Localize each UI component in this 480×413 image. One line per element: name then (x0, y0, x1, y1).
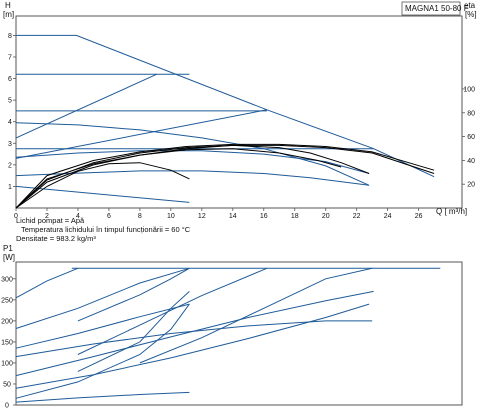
liquid-info: Lichid pompat = Apă Temperatura lichidul… (16, 216, 191, 243)
y-tick-label: 5 (8, 98, 12, 105)
efficiency-curve (15, 162, 190, 209)
power-y-tick-label: 200 (1, 318, 13, 325)
power-y-tick-label: 250 (1, 297, 13, 304)
power-y-tick-label: 50 (3, 381, 11, 388)
y-tick-label: 2 (8, 162, 12, 169)
efficiency-curve (15, 144, 370, 209)
power-curve (15, 303, 190, 399)
x-tick-label: 16 (260, 213, 268, 220)
power-axis-unit: [W] (3, 253, 15, 262)
y-tick-label: 7 (8, 54, 12, 61)
x-tick-label: 18 (291, 213, 299, 220)
eta-tick-label: 80 (467, 110, 475, 117)
x-tick-label: 22 (353, 213, 361, 220)
power-curve (77, 267, 190, 322)
temperature-line: Temperatura lichidului în timpul funcțio… (21, 225, 191, 234)
y-tick-label: 4 (8, 119, 12, 126)
power-y-tick-label: 300 (1, 276, 13, 283)
pump-curve (16, 34, 435, 178)
eta-tick-label: 20 (467, 182, 475, 189)
x-tick-label: 6 (107, 213, 111, 220)
power-y-tick-label: 100 (1, 360, 13, 367)
x-tick-label: 2 (45, 213, 49, 220)
head-chart: H [m] eta [%] MAGNA1 50-80 F Q [ m³/h] 0… (3, 1, 477, 220)
eta-axis-unit: [%] (465, 10, 477, 19)
x-tick-label: 24 (384, 213, 392, 220)
model-label: MAGNA1 50-80 F (405, 4, 469, 13)
head-axis-title: H (5, 1, 11, 10)
power-curve (15, 267, 190, 329)
x-tick-label: 10 (167, 213, 175, 220)
power-y-tick-label: 0 (5, 403, 9, 410)
power-curve (15, 267, 79, 299)
pump-curve (15, 170, 370, 186)
power-curve (77, 291, 190, 372)
eta-tick-label: 60 (467, 134, 475, 141)
y-tick-label: 8 (8, 33, 12, 40)
x-tick-label: 4 (76, 213, 80, 220)
y-tick-label: 1 (8, 184, 12, 191)
power-curve (15, 391, 190, 403)
efficiency-curve (15, 148, 342, 209)
pump-curve (15, 150, 370, 174)
density-line: Densitate = 983.2 kg/m³ (16, 234, 96, 243)
efficiency-curve (15, 143, 435, 209)
pump-curve (15, 73, 158, 139)
power-curve (15, 303, 370, 389)
x-tick-label: 0 (14, 213, 18, 220)
power-curve (139, 267, 373, 364)
y-tick-label: 6 (8, 76, 12, 83)
power-curve (15, 290, 374, 377)
x-tick-label: 14 (229, 213, 237, 220)
x-tick-label: 26 (415, 213, 423, 220)
eta-tick-label: 40 (467, 158, 475, 165)
power-curve (15, 320, 373, 358)
power-chart-frame (15, 261, 463, 406)
eta-tick-label: 100 (463, 86, 475, 93)
eta-axis-title: eta (464, 1, 476, 10)
efficiency-curve (15, 144, 435, 209)
pump-curve (15, 185, 190, 203)
power-chart: P1 [W] 0 50 100 150 200 250 300 (1, 244, 463, 410)
x-tick-label: 8 (138, 213, 142, 220)
head-chart-frame (15, 15, 463, 209)
liquid-line: Lichid pompat = Apă (16, 216, 85, 225)
pump-curve (15, 122, 370, 186)
pump-curve (15, 109, 267, 159)
head-axis-unit: [m] (3, 10, 14, 19)
y-tick-label: 3 (8, 141, 12, 148)
power-curve (15, 303, 190, 349)
power-curve (77, 267, 268, 355)
x-tick-label: 12 (198, 213, 206, 220)
x-tick-label: 20 (322, 213, 330, 220)
power-y-tick-label: 150 (1, 339, 13, 346)
model-label-box (401, 1, 461, 16)
flow-axis-label: Q [ m³/h] (436, 207, 467, 216)
power-axis-title: P1 (3, 244, 13, 253)
